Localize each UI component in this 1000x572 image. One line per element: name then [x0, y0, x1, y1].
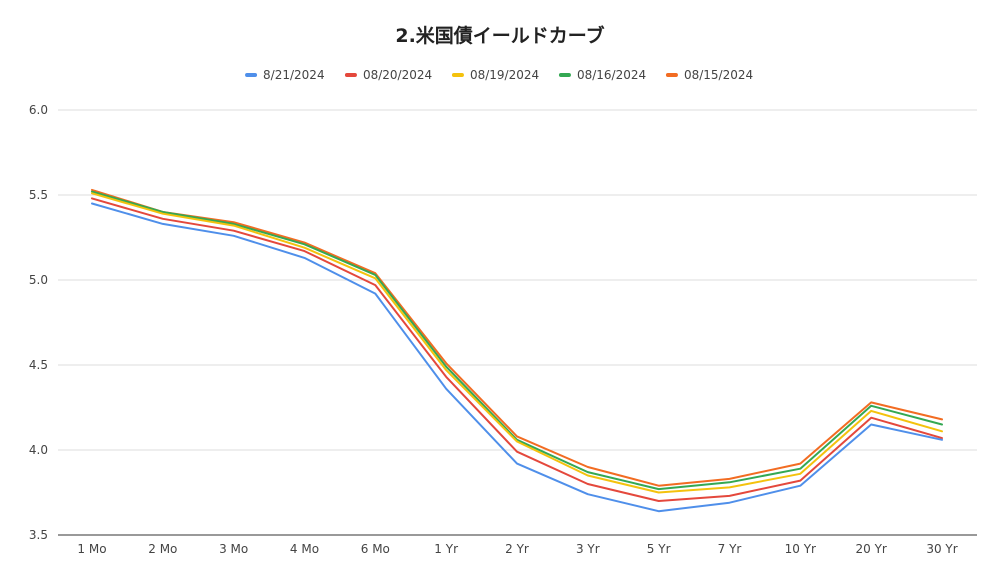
legend-label: 8/21/2024 [263, 68, 325, 82]
legend-label: 08/16/2024 [577, 68, 646, 82]
x-tick-label: 4 Mo [290, 542, 319, 556]
y-tick-label: 5.5 [29, 188, 48, 202]
x-tick-label: 2 Yr [505, 542, 529, 556]
x-tick-label: 30 Yr [926, 542, 957, 556]
x-tick-label: 1 Yr [434, 542, 458, 556]
x-tick-label: 7 Yr [718, 542, 742, 556]
x-tick-label: 3 Yr [576, 542, 600, 556]
legend-label: 08/15/2024 [684, 68, 753, 82]
legend-swatch [559, 73, 571, 77]
x-tick-label: 6 Mo [361, 542, 390, 556]
y-tick-label: 5.0 [29, 273, 48, 287]
y-tick-label: 6.0 [29, 103, 48, 117]
x-tick-label: 3 Mo [219, 542, 248, 556]
legend-item[interactable]: 08/20/2024 [345, 68, 432, 82]
y-tick-label: 4.5 [29, 358, 48, 372]
legend-label: 08/19/2024 [470, 68, 539, 82]
legend-swatch [666, 73, 678, 77]
y-axis: 3.5 4.0 4.5 5.0 5.5 6.0 [29, 103, 48, 542]
series-lines [92, 190, 942, 511]
legend-swatch [245, 73, 257, 77]
legend-item[interactable]: 08/16/2024 [559, 68, 646, 82]
chart-title: 2.米国債イールドカーブ [395, 24, 604, 47]
x-tick-label: 1 Mo [77, 542, 106, 556]
x-tick-label: 2 Mo [148, 542, 177, 556]
legend-item[interactable]: 08/19/2024 [452, 68, 539, 82]
x-tick-label: 10 Yr [785, 542, 816, 556]
x-axis: 1 Mo 2 Mo 3 Mo 4 Mo 6 Mo 1 Yr 2 Yr 3 Yr 5 Yr 7 Yr… [77, 542, 957, 556]
grid-lines [58, 110, 977, 535]
legend: 8/21/2024 08/20/2024 08/19/2024 08/16/2024 0… [245, 68, 753, 82]
legend-item[interactable]: 08/15/2024 [666, 68, 753, 82]
y-tick-label: 4.0 [29, 443, 48, 457]
x-tick-label: 5 Yr [647, 542, 671, 556]
series-line [92, 204, 942, 512]
y-tick-label: 3.5 [29, 528, 48, 542]
legend-swatch [345, 73, 357, 77]
series-line [92, 193, 942, 492]
legend-swatch [452, 73, 464, 77]
x-tick-label: 20 Yr [855, 542, 886, 556]
legend-item[interactable]: 8/21/2024 [245, 68, 325, 82]
legend-label: 08/20/2024 [363, 68, 432, 82]
series-line [92, 192, 942, 490]
